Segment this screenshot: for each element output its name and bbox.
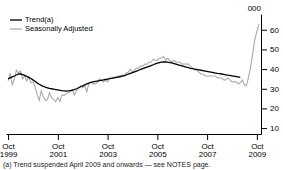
x-tick-label: Oct2005 [149, 142, 167, 160]
x-tick: Oct2005 [149, 134, 167, 159]
x-tick-label-line: Oct [251, 142, 264, 151]
legend-swatch [10, 28, 22, 29]
y-tick: 10 [261, 124, 279, 133]
y-tick: 30 [261, 85, 279, 94]
x-tick: Oct2007 [199, 134, 217, 159]
y-axis: 10 20 30 40 50 60 [261, 15, 279, 135]
y-tick-mark [261, 49, 267, 50]
x-axis: Oct1999Oct2001Oct2003Oct2005Oct2007Oct20… [0, 134, 267, 159]
x-tick-mark [257, 134, 258, 140]
y-tick-label: 60 [270, 26, 279, 35]
y-tick-label: 50 [270, 45, 279, 54]
lines [8, 24, 259, 102]
series-line [8, 24, 259, 102]
y-tick-label: 10 [270, 124, 279, 133]
x-tick: Oct1999 [0, 134, 18, 159]
x-tick: Oct2003 [99, 134, 117, 159]
y-tick-label: 40 [270, 65, 279, 74]
plot: Oct1999Oct2001Oct2003Oct2005Oct2007Oct20… [0, 4, 279, 159]
legend: Trend(a)Seasonally Adjusted [10, 15, 93, 33]
x-tick-label-line: 1999 [0, 150, 18, 159]
series-line [8, 62, 240, 91]
y-unit-label: 000 [248, 4, 262, 13]
y-tick: 40 [261, 65, 279, 74]
legend-label: Trend(a) [25, 15, 54, 24]
x-tick-mark [108, 134, 109, 140]
x-tick-mark [207, 134, 208, 140]
footnote: (a) Trend suspended April 2009 and onwar… [3, 161, 210, 169]
y-tick-mark [261, 108, 267, 109]
y-tick-label: 20 [270, 104, 279, 113]
x-tick: Oct2009 [248, 134, 266, 159]
x-tick-label-line: Oct [152, 142, 165, 151]
x-tick-label-line: Oct [2, 142, 15, 151]
y-tick-mark [261, 128, 267, 129]
x-tick-label-line: 2001 [49, 150, 67, 159]
y-tick: 60 [261, 26, 279, 35]
legend-swatch [10, 19, 22, 20]
x-tick-label-line: 2003 [99, 150, 117, 159]
x-tick-label-line: 2009 [248, 150, 266, 159]
y-tick: 20 [261, 104, 279, 113]
y-tick-mark [261, 69, 267, 70]
x-tick-label-line: Oct [102, 142, 115, 151]
x-tick: Oct2001 [49, 134, 67, 159]
y-tick-mark [261, 89, 267, 90]
legend-item: Seasonally Adjusted [10, 24, 93, 33]
x-tick-label-line: 2007 [199, 150, 217, 159]
x-tick-mark [58, 134, 59, 140]
x-axis-line [7, 134, 262, 135]
x-tick-label: Oct2001 [49, 142, 67, 160]
x-tick-label: Oct2003 [99, 142, 117, 160]
x-tick-label-line: 2005 [149, 150, 167, 159]
legend-label: Seasonally Adjusted [25, 24, 93, 33]
x-tick-label-line: Oct [201, 142, 214, 151]
x-tick-mark [157, 134, 158, 140]
y-axis-line [261, 15, 262, 135]
y-tick-mark [261, 30, 267, 31]
chart: Oct1999Oct2001Oct2003Oct2005Oct2007Oct20… [0, 0, 283, 170]
y-tick-label: 30 [270, 85, 279, 94]
x-tick-label: Oct2007 [199, 142, 217, 160]
y-tick: 50 [261, 45, 279, 54]
legend-item: Trend(a) [10, 15, 54, 24]
x-tick-label-line: Oct [52, 142, 65, 151]
x-tick-label: Oct1999 [0, 142, 18, 160]
x-tick-mark [8, 134, 9, 140]
x-tick-label: Oct2009 [248, 142, 266, 160]
